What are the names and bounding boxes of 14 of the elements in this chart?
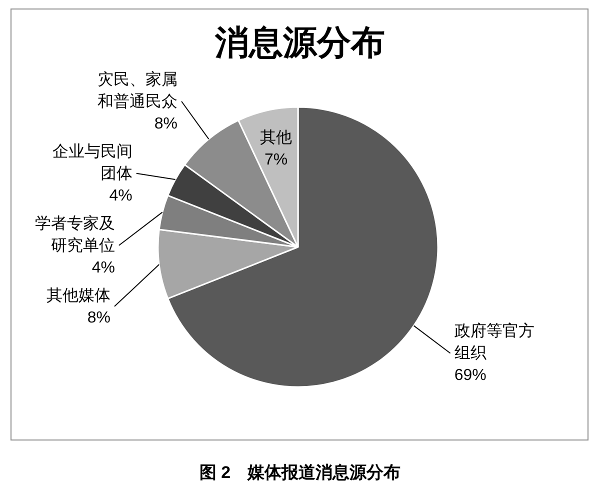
data-label: 4%: [109, 187, 132, 204]
slice-label: 灾民、家属和普通民众: [98, 70, 178, 110]
chart-title: 消息源分布: [214, 24, 385, 62]
slice-label: 政府等官方组织: [454, 322, 534, 362]
data-label: 4%: [92, 259, 115, 276]
slice-label: 其他媒体: [46, 286, 110, 304]
data-label: 8%: [154, 115, 178, 132]
data-label: 69%: [454, 367, 486, 384]
data-label: 8%: [87, 309, 110, 326]
slice-label: 其他: [260, 128, 292, 147]
caption: 图 2 媒体报道消息源分布: [199, 463, 401, 482]
slice-label: 企业与民间团体: [52, 142, 132, 182]
slice-label: 学者专家及研究单位: [34, 214, 115, 254]
data-label: 7%: [264, 152, 288, 169]
